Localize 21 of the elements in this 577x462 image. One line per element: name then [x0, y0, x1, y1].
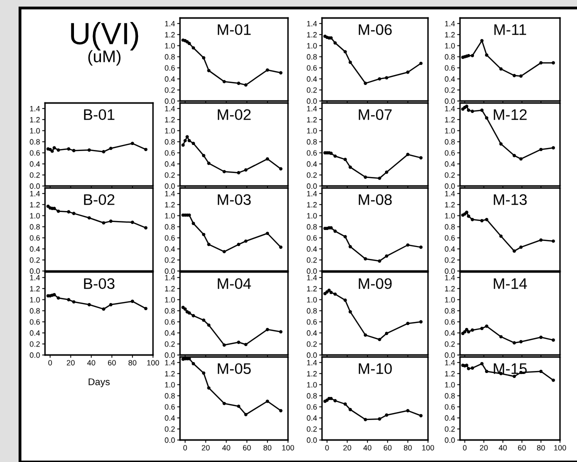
chart-title: M-14: [494, 278, 527, 289]
chart-title: M-01: [218, 24, 251, 36]
chart-title: M-07: [358, 109, 392, 120]
chart-title: M-02: [218, 109, 251, 120]
chart-title: M-09: [358, 278, 392, 290]
chart-title: B-03: [84, 278, 114, 290]
chart-title: M-06: [358, 24, 392, 36]
chart-title: M-12: [494, 109, 527, 120]
x-axis-title: Days: [88, 378, 110, 388]
chart-title: M-08: [358, 194, 392, 206]
chart-title: M-10: [358, 363, 392, 374]
line-series: [181, 135, 282, 174]
chart-title: M-11: [494, 24, 526, 35]
chart-title: M-04: [218, 278, 251, 290]
chart-title: B-02: [84, 194, 114, 206]
text: U(VI): [71, 22, 138, 50]
chart-title: M-05: [218, 363, 251, 374]
chart-title: B-01: [84, 109, 114, 120]
chart-title: M-13: [494, 194, 527, 206]
chart-title: M-03: [218, 194, 251, 206]
text: (uM): [88, 50, 120, 66]
